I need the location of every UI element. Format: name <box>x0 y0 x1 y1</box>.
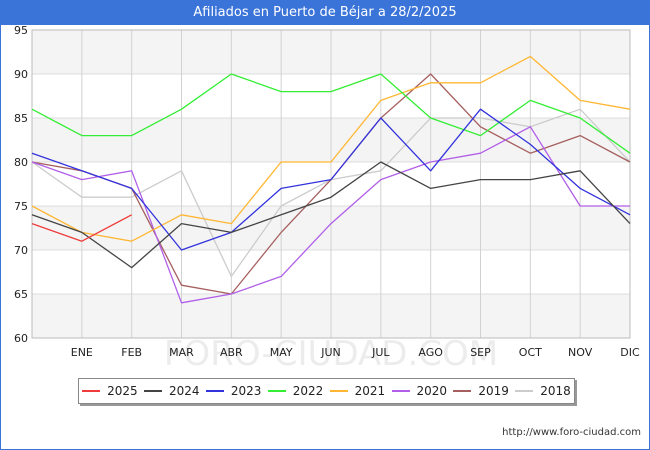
legend-item-2025: 2025 <box>82 384 138 398</box>
x-tick-label: NOV <box>568 346 593 359</box>
legend-swatch <box>391 390 410 392</box>
legend-label: 2024 <box>169 384 200 398</box>
legend-item-2024: 2024 <box>144 384 200 398</box>
legend-label: 2018 <box>540 384 571 398</box>
series-line-2020 <box>31 126 630 304</box>
legend-label: 2025 <box>107 384 138 398</box>
legend-swatch <box>82 390 101 392</box>
y-tick-label: 85 <box>14 112 28 125</box>
x-tick-label: SEP <box>470 346 491 359</box>
legend-swatch <box>453 390 472 392</box>
x-tick-label: DIC <box>620 346 640 359</box>
y-tick-label: 70 <box>14 244 28 257</box>
legend-item-2023: 2023 <box>205 384 262 398</box>
footer-url: http://www.foro-ciudad.com <box>502 427 641 438</box>
legend: 2025 2024 2023 2022 2021 2020 2019 2018 <box>78 378 575 404</box>
x-tick-label: AGO <box>418 346 443 359</box>
x-tick-label: MAR <box>169 346 194 359</box>
x-tick-label: ENE <box>71 346 93 359</box>
legend-item-2019: 2019 <box>453 384 509 398</box>
series-line-2022 <box>31 73 631 154</box>
legend-item-2020: 2020 <box>391 384 448 398</box>
legend-label: 2019 <box>478 384 509 398</box>
x-tick-label: JUN <box>320 346 341 359</box>
legend-label: 2022 <box>292 384 324 398</box>
x-tick-label: JUL <box>371 346 390 359</box>
x-tick-label: ABR <box>220 346 243 359</box>
x-tick-label: FEB <box>121 346 142 359</box>
series-line-2023 <box>31 108 631 251</box>
y-tick-label: 80 <box>14 156 28 169</box>
series-line-2021 <box>31 55 631 242</box>
x-tick-label: MAY <box>270 346 293 359</box>
y-tick-label: 90 <box>14 68 28 81</box>
plot-border <box>31 29 631 339</box>
y-tick-label: 95 <box>14 24 28 37</box>
legend-swatch <box>144 390 163 392</box>
legend-label: 2020 <box>416 384 448 398</box>
legend-item-2022: 2022 <box>267 384 324 398</box>
legend-item-2021: 2021 <box>329 384 386 398</box>
series-line-2025 <box>31 214 132 242</box>
legend-swatch <box>267 390 286 392</box>
series-line-2024 <box>31 161 631 269</box>
legend-swatch <box>329 390 348 392</box>
y-tick-label: 75 <box>14 200 28 213</box>
legend-label: 2023 <box>230 384 262 398</box>
legend-swatch <box>515 390 534 392</box>
chart-title: Afiliados en Puerto de Béjar a 28/2/2025 <box>0 0 650 25</box>
y-tick-label: 65 <box>14 288 28 301</box>
x-tick-label: OCT <box>519 346 542 359</box>
watermark: FORO-CIUDAD.COM <box>164 334 498 374</box>
y-tick-label: 60 <box>14 332 28 345</box>
legend-item-2018: 2018 <box>515 384 571 398</box>
legend-swatch <box>205 390 224 392</box>
legend-label: 2021 <box>354 384 386 398</box>
